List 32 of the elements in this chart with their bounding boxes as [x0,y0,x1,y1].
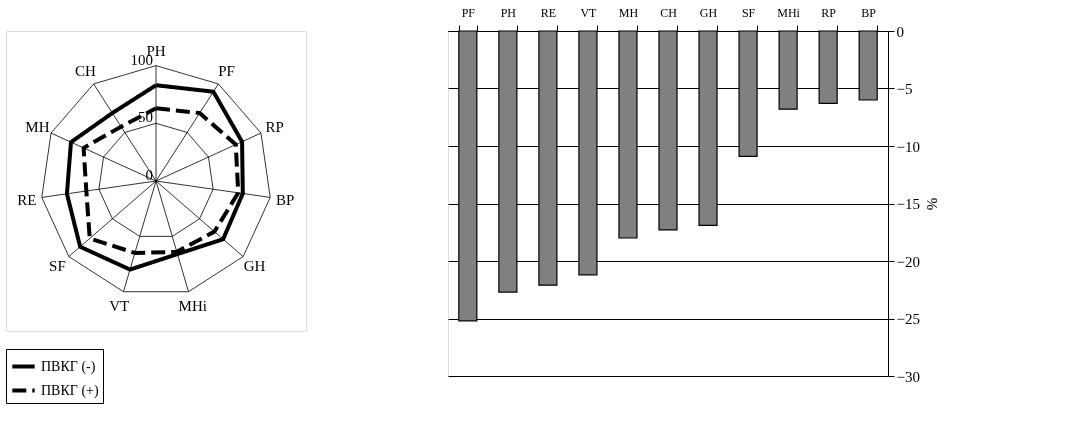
x-tick-label: CH [660,5,678,20]
x-tick-label: VT [580,5,598,20]
spoke-label: RP [265,118,284,135]
x-tick-label: BP [861,5,877,20]
spoke-label: BP [275,191,295,208]
y-tick-label: 0 [896,23,904,40]
y-tick-label: 0 [145,167,153,183]
x-tick-label: MHi [777,5,801,20]
y-tick-label: −15 [896,196,920,212]
spoke-label: MHi [178,298,207,315]
y2-axis-title: % [923,197,940,211]
y-tick-label: −25 [896,311,920,327]
spoke-label: PF [218,63,235,80]
legend-label: ПВКГ (+) [41,382,99,399]
spoke-label: SF [49,258,66,275]
x-tick-label: PF [461,5,476,20]
x-tick-label: GH [699,5,718,20]
x-tick-label: PH [500,5,517,20]
x-tick-label: RP [821,5,837,20]
spoke-label: CH [75,63,97,80]
x-tick-label: MH [618,5,639,20]
y-tick-label: −5 [896,81,913,97]
spoke-label: VT [109,298,130,315]
spoke-label: MH [25,118,50,135]
legend-label: ПВКГ (-) [41,358,96,375]
y-tick-label: −10 [896,138,920,155]
y-tick-label: −30 [896,368,920,385]
spoke-label: GH [243,258,266,275]
y-tick-label: −20 [896,253,920,270]
x-tick-label: RE [540,5,557,20]
spoke-label: RE [17,191,37,208]
x-tick-label: SF [741,5,756,20]
